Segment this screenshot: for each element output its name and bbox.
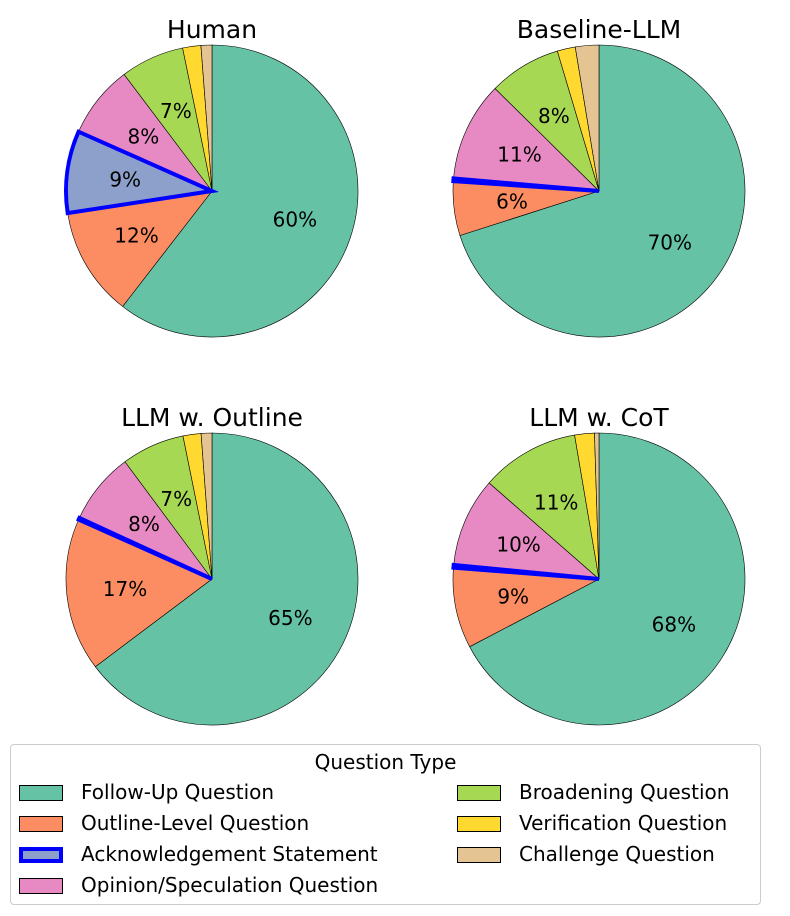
pie-percent-label: 10% bbox=[496, 532, 540, 556]
legend-label: Challenge Question bbox=[519, 842, 715, 866]
pie-slice bbox=[488, 434, 600, 580]
pie-chart: Human 60% 12% 9% 8%7% bbox=[64, 15, 359, 338]
pie-slice bbox=[469, 432, 746, 726]
pie-percent-label: 7% bbox=[160, 99, 192, 123]
pie-slice-highlight-outline bbox=[451, 176, 600, 193]
pie-percent-label: 12% bbox=[114, 223, 158, 247]
pie-title: LLM w. CoT bbox=[529, 403, 669, 432]
pie-slice bbox=[459, 44, 746, 338]
pie-percent-label: 60% bbox=[273, 207, 317, 231]
pie-percent-label: 8% bbox=[128, 512, 160, 536]
pie-title: Baseline-LLM bbox=[517, 15, 681, 44]
legend-label: Outline-Level Question bbox=[81, 811, 310, 835]
pie-slice bbox=[122, 44, 359, 338]
pie-percent-label: 17% bbox=[103, 577, 147, 601]
legend-swatch-outline-level bbox=[19, 816, 63, 832]
pie-percent-label: 9% bbox=[497, 585, 529, 609]
legend-swatch-opinion-speculation bbox=[19, 878, 63, 894]
legend-swatch-challenge bbox=[457, 847, 501, 863]
pie-slice bbox=[200, 432, 213, 580]
pie-slice-highlight-outline bbox=[451, 562, 600, 581]
pie-slice bbox=[95, 432, 359, 726]
legend-label: Follow-Up Question bbox=[81, 780, 275, 804]
pie-slice bbox=[67, 190, 213, 307]
pie-slice bbox=[453, 88, 600, 192]
pie-slice bbox=[594, 432, 600, 580]
pie-title: Human bbox=[167, 15, 257, 44]
legend-swatch-follow-up bbox=[19, 785, 63, 801]
pie-title: LLM w. Outline bbox=[121, 403, 303, 432]
pie-percent-label: 70% bbox=[648, 231, 692, 255]
pie-percent-label: 8% bbox=[128, 125, 160, 149]
legend-label: Acknowledgement Statement bbox=[81, 842, 378, 866]
pie-slice bbox=[453, 482, 600, 580]
legend-swatch-broadening bbox=[457, 785, 501, 801]
pie-percent-label: 11% bbox=[497, 142, 541, 166]
pie-slice bbox=[200, 44, 213, 192]
pie-slice-highlight-outline bbox=[64, 129, 220, 216]
pie-chart: LLM w. Outline 65% 17% 8%7% bbox=[65, 403, 359, 726]
legend-swatch-acknowledgement bbox=[19, 847, 63, 863]
pie-percent-label: 6% bbox=[496, 190, 528, 214]
legend: Question Type Follow-Up Question Outline… bbox=[10, 744, 761, 905]
pie-percent-label: 7% bbox=[160, 487, 192, 511]
pie-chart: Baseline-LLM 70% 6% 11% 8% bbox=[451, 15, 746, 338]
pie-chart: LLM w. CoT 68% 9% 10% 11% bbox=[451, 403, 746, 726]
pie-slice bbox=[65, 519, 213, 668]
legend-label: Opinion/Speculation Question bbox=[81, 873, 379, 897]
pie-percent-label: 8% bbox=[538, 104, 570, 128]
pie-percent-label: 9% bbox=[109, 167, 141, 191]
legend-swatch-verification bbox=[457, 816, 501, 832]
pie-slice bbox=[574, 44, 600, 192]
legend-title: Question Type bbox=[314, 750, 457, 774]
pie-percent-label: 65% bbox=[268, 606, 312, 630]
legend-label: Verification Question bbox=[519, 811, 728, 835]
pie-percent-label: 11% bbox=[534, 491, 578, 515]
pie-percent-label: 68% bbox=[652, 612, 696, 636]
pie-slice-highlight-outline bbox=[76, 515, 213, 581]
legend-label: Broadening Question bbox=[519, 780, 730, 804]
